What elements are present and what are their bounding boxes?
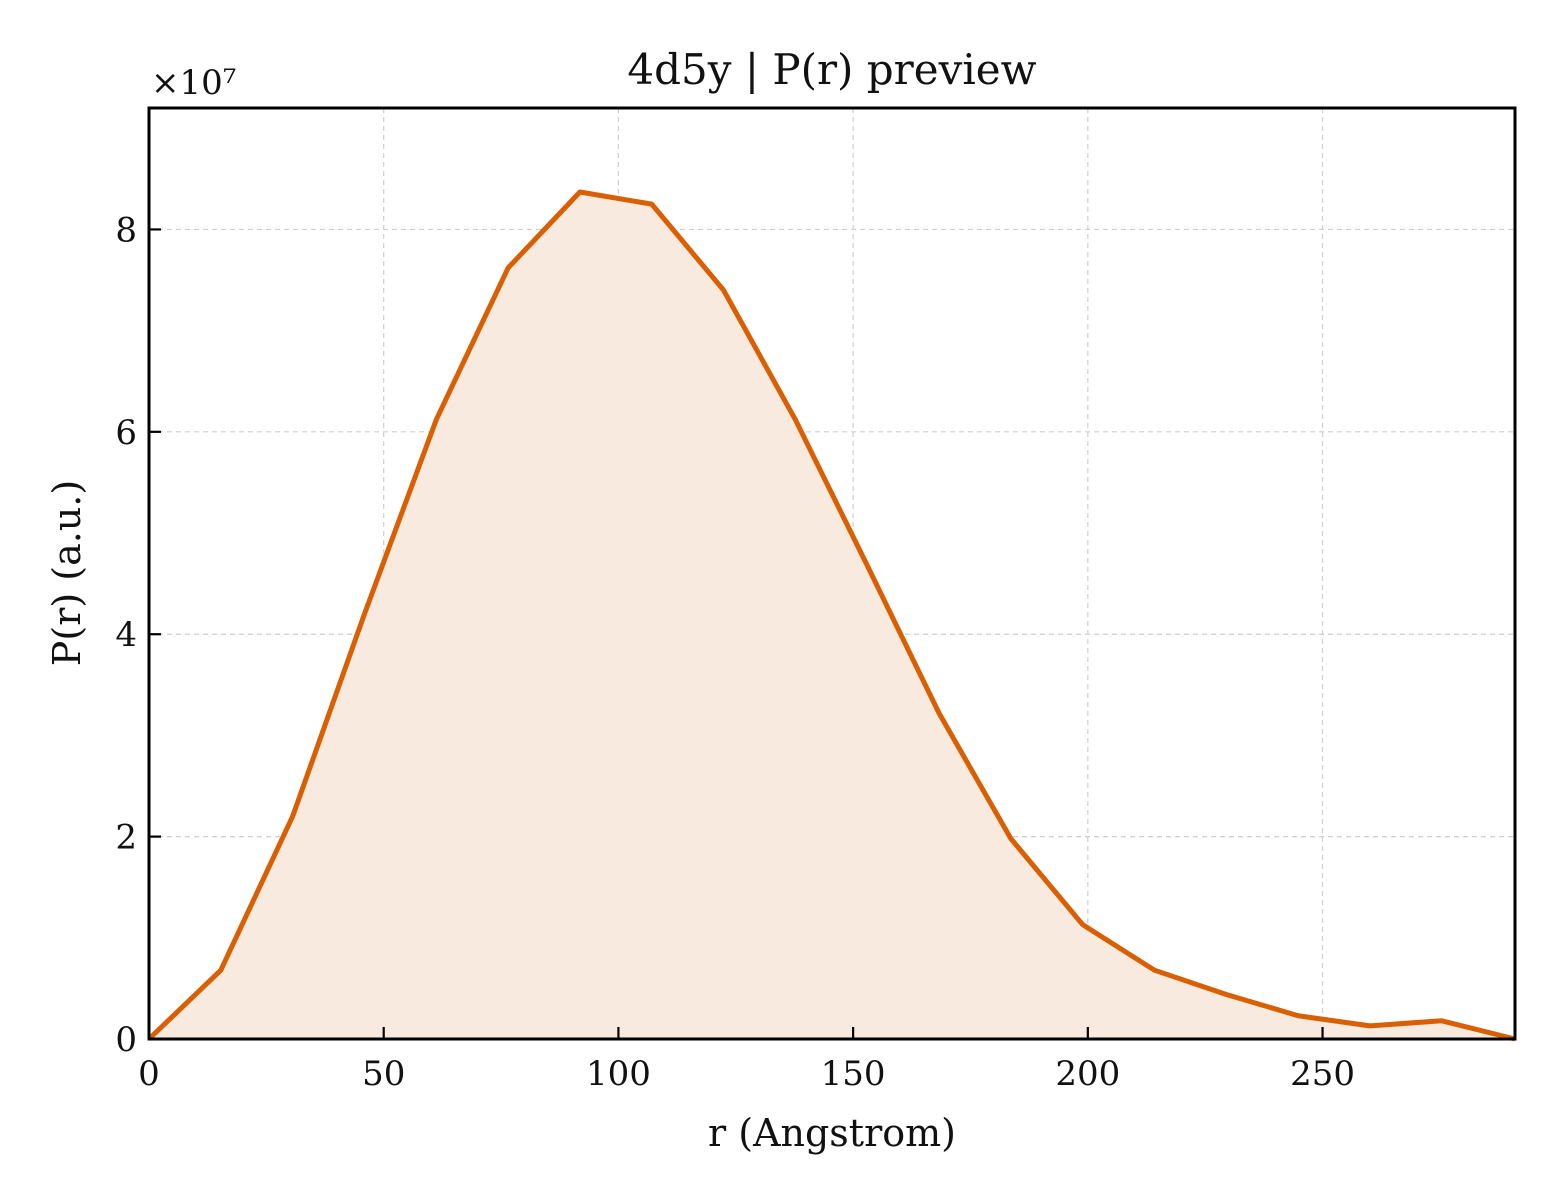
x-tick-label: 250 — [1290, 1054, 1355, 1094]
y-tick-label: 4 — [115, 615, 137, 655]
series-line — [147, 189, 1516, 1042]
x-tick-label: 100 — [586, 1054, 651, 1094]
y-tick-label: 2 — [115, 818, 137, 858]
x-tick-label: 150 — [821, 1054, 886, 1094]
x-tick-label: 0 — [138, 1054, 160, 1094]
x-tick-label: 50 — [362, 1054, 405, 1094]
y-tick-label: 8 — [115, 210, 137, 250]
y-multiplier-label: ×10⁷ — [151, 63, 236, 103]
y-tick-label: 6 — [115, 413, 137, 453]
series-area-fill — [149, 191, 1515, 1040]
chart-title: 4d5y | P(r) preview — [627, 45, 1036, 94]
plot-frame — [147, 106, 1517, 1041]
x-axis-label: r (Angstrom) — [708, 1111, 956, 1155]
y-axis-label: P(r) (a.u.) — [45, 480, 89, 666]
data-layer — [147, 189, 1516, 1042]
x-tick-label: 200 — [1055, 1054, 1120, 1094]
tick-layer: 0 50 100 150 200 250 0 2 4 6 8 — [115, 210, 1355, 1094]
y-tick-label: 0 — [115, 1020, 137, 1060]
